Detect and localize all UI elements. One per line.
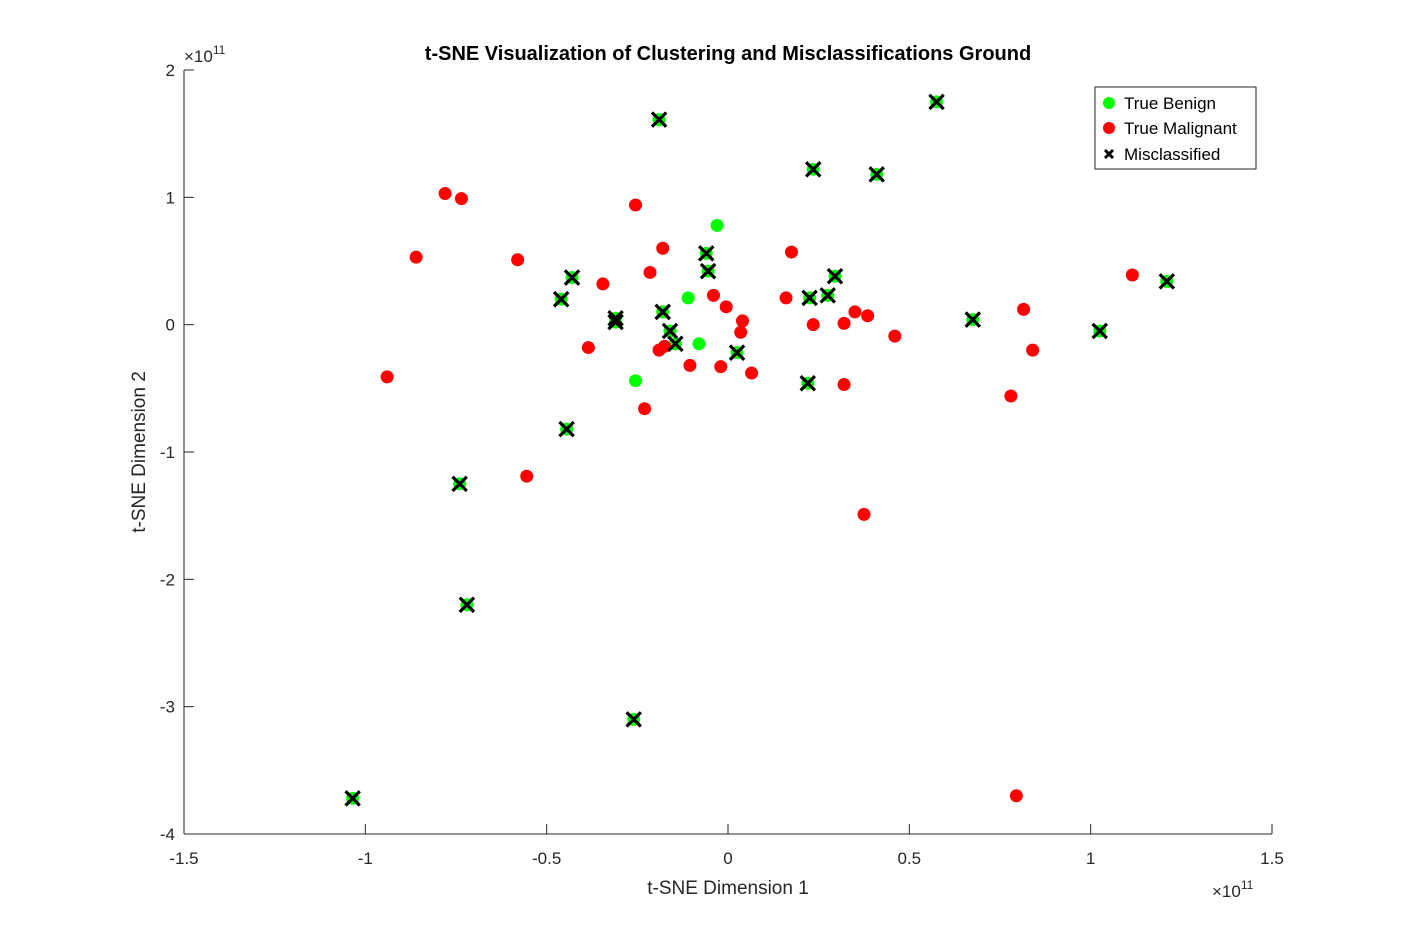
data-point-true-malignant (734, 325, 748, 339)
y-tick-label: -3 (160, 698, 175, 717)
data-point-true-malignant (888, 329, 902, 343)
data-point-misclassified (607, 310, 624, 327)
data-point-true-malignant (779, 291, 793, 305)
data-point-misclassified (607, 313, 624, 331)
y-tick-label: 1 (166, 188, 175, 207)
data-point-true-malignant (638, 402, 652, 416)
y-ticks: -4 -3 -2 -1 0 1 2 (160, 61, 194, 844)
data-point-true-malignant (683, 358, 697, 372)
data-point-misclassified (552, 290, 570, 308)
data-point-true-malignant (837, 316, 851, 330)
data-point-true-benign (629, 374, 643, 388)
data-point-misclassified (697, 245, 715, 262)
data-point-true-malignant (1009, 789, 1023, 803)
x-tick-label: 1 (1086, 849, 1095, 868)
data-point-misclassified (804, 161, 822, 178)
data-point-misclassified (826, 268, 844, 285)
data-point-true-malignant (714, 360, 728, 374)
data-point-misclassified (799, 374, 817, 392)
data-point-true-malignant (857, 507, 871, 521)
data-point-misclassified (699, 262, 717, 280)
data-point-true-malignant (454, 192, 468, 206)
x-exponent-label: ×1011 (1212, 878, 1254, 901)
legend-marker-misclassified (1103, 148, 1115, 160)
data-point-true-malignant (1004, 389, 1018, 403)
data-point-misclassified (928, 93, 945, 111)
y-tick-label: 0 (166, 316, 175, 335)
x-tick-label: 0.5 (898, 849, 922, 868)
series-layer (344, 93, 1176, 807)
data-point-true-malignant (629, 198, 643, 212)
data-point-true-malignant (438, 187, 452, 201)
series-true-malignant (380, 187, 1139, 803)
x-axis-label: t-SNE Dimension 1 (647, 878, 809, 899)
data-point-true-malignant (736, 314, 750, 328)
data-point-true-malignant (656, 241, 670, 255)
data-point-true-malignant (581, 341, 595, 355)
legend-label-misclassified: Misclassified (1124, 145, 1220, 164)
x-tick-label: -1 (358, 849, 373, 868)
data-point-true-benign (692, 337, 706, 351)
data-point-true-malignant (837, 378, 851, 392)
data-point-misclassified (558, 420, 575, 438)
legend: True Benign True Malignant Misclassified (1094, 86, 1257, 170)
data-point-misclassified (563, 269, 581, 286)
data-point-true-malignant (409, 250, 423, 264)
y-exponent-label: ×1011 (184, 43, 226, 66)
x-tick-label: -0.5 (532, 849, 561, 868)
data-point-true-malignant (1125, 268, 1139, 282)
legend-box (1094, 86, 1257, 170)
data-point-true-malignant (706, 288, 720, 302)
axes: -1.5 -1 -0.5 0 0.5 1 1.5 -4 -3 -2 -1 0 1 2 (160, 61, 1284, 868)
y-tick-label: -2 (160, 570, 175, 589)
y-axis-label: t-SNE Dimension 2 (129, 371, 150, 533)
legend-marker-true-malignant (1103, 122, 1115, 134)
data-point-true-malignant (643, 265, 657, 279)
data-point-misclassified (667, 335, 684, 353)
y-tick-label: -4 (160, 825, 175, 844)
series-misclassified (344, 93, 1176, 807)
legend-label-true-benign: True Benign (1124, 94, 1216, 113)
data-point-true-malignant (596, 277, 610, 291)
data-point-misclassified (661, 322, 679, 340)
data-point-misclassified (819, 287, 836, 304)
data-point-true-benign (710, 218, 724, 232)
data-point-true-malignant (1017, 302, 1031, 316)
y-tick-label: 2 (166, 61, 175, 80)
x-tick-label: 1.5 (1260, 849, 1284, 868)
y-tick-label: -1 (160, 443, 175, 462)
data-point-true-malignant (719, 300, 733, 314)
data-point-misclassified (458, 596, 476, 614)
data-point-true-malignant (745, 366, 759, 380)
data-point-true-malignant (511, 253, 525, 267)
data-point-true-malignant (380, 370, 394, 384)
data-point-misclassified (1091, 322, 1108, 340)
data-point-true-malignant (861, 309, 875, 323)
data-point-true-malignant (806, 318, 820, 332)
x-tick-label: 0 (723, 849, 732, 868)
data-point-true-malignant (848, 305, 862, 319)
data-point-misclassified (964, 311, 982, 328)
data-point-misclassified (1158, 273, 1176, 290)
data-point-misclassified (728, 344, 746, 361)
data-point-misclassified (344, 790, 361, 807)
data-point-misclassified (650, 111, 668, 128)
data-point-true-malignant (1026, 343, 1040, 357)
data-point-misclassified (868, 166, 885, 183)
data-point-true-malignant (520, 469, 534, 483)
legend-label-true-malignant: True Malignant (1124, 119, 1237, 138)
chart-title: t-SNE Visualization of Clustering and Mi… (425, 43, 1031, 65)
legend-marker-true-benign (1103, 97, 1115, 109)
data-point-true-malignant (784, 245, 798, 259)
data-point-misclassified (451, 475, 468, 493)
data-point-misclassified (801, 289, 818, 307)
data-point-true-benign (681, 291, 695, 305)
x-tick-label: -1.5 (169, 849, 198, 868)
data-point-misclassified (625, 711, 642, 728)
x-ticks: -1.5 -1 -0.5 0 0.5 1 1.5 (169, 824, 1284, 868)
data-point-misclassified (654, 303, 671, 321)
